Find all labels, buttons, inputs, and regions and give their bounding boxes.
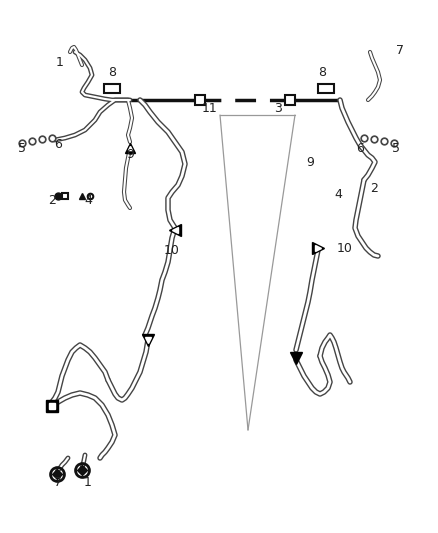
Text: 1: 1 (56, 55, 64, 69)
Text: 7: 7 (396, 44, 404, 56)
Text: 4: 4 (84, 193, 92, 206)
Text: 1: 1 (84, 475, 92, 489)
Text: 8: 8 (318, 66, 326, 78)
Text: 2: 2 (370, 182, 378, 195)
Text: 7: 7 (54, 475, 62, 489)
Text: 9: 9 (306, 156, 314, 168)
Text: 6: 6 (54, 139, 62, 151)
Text: 8: 8 (108, 66, 116, 78)
Text: 5: 5 (392, 141, 400, 155)
Text: 2: 2 (48, 193, 56, 206)
Bar (318, 84, 334, 93)
Text: 5: 5 (18, 141, 26, 155)
Text: 11: 11 (202, 101, 218, 115)
Bar (104, 84, 120, 93)
Text: 4: 4 (334, 189, 342, 201)
Text: 10: 10 (337, 241, 353, 254)
Text: 3: 3 (274, 101, 282, 115)
Text: 6: 6 (356, 141, 364, 155)
Text: 9: 9 (126, 149, 134, 161)
Text: 10: 10 (164, 244, 180, 256)
